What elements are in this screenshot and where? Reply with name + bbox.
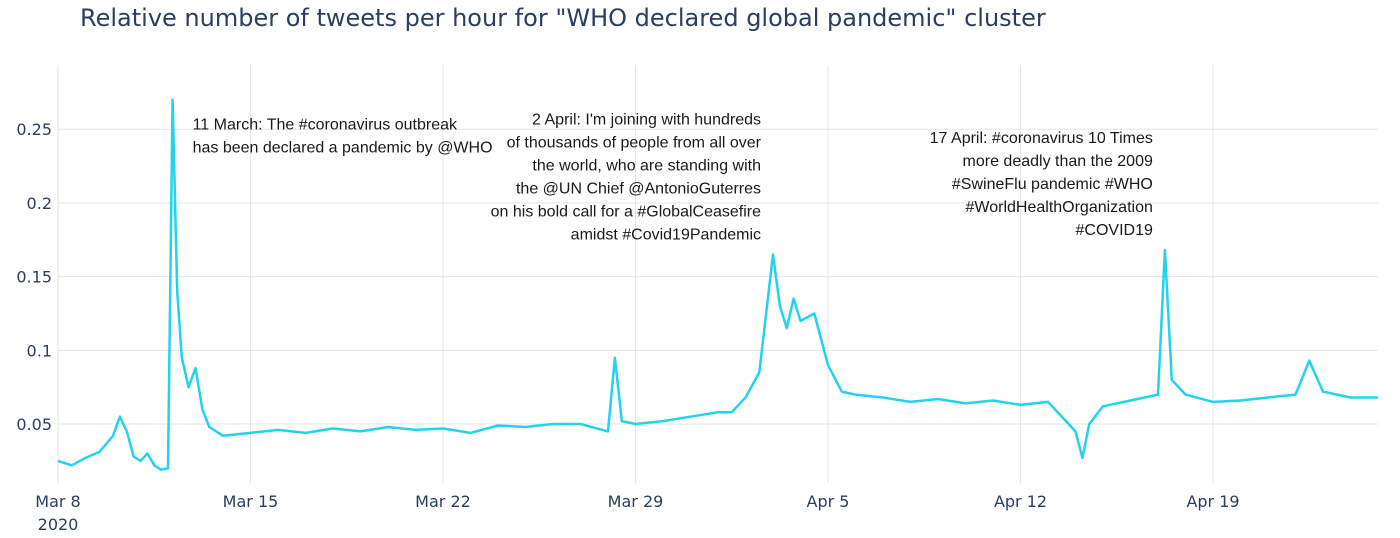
annotation-text: 2 April: I'm joining with hundreds of tho… bbox=[491, 112, 762, 244]
grid-lines bbox=[57, 65, 1378, 483]
y-tick-label: 0.2 bbox=[27, 194, 52, 213]
y-tick-label: 0.1 bbox=[27, 341, 52, 360]
y-tick-label: 0.15 bbox=[16, 268, 52, 287]
annotation-line: has been declared a pandemic by @WHO bbox=[193, 140, 493, 157]
annotation-line: 11 March: The #coronavirus outbreak bbox=[193, 117, 458, 134]
x-tick-label: Apr 12 bbox=[994, 492, 1047, 511]
x-tick-label: Mar 15 bbox=[223, 492, 279, 511]
y-axis-ticks: 0.05 0.1 0.15 0.2 0.25 bbox=[16, 120, 52, 434]
annotation-line: the @UN Chief @AntonioGuterres bbox=[516, 181, 761, 198]
annotation-line: of thousands of people from all over bbox=[507, 135, 762, 152]
annotations-layer: 11 March: The #coronavirus outbreak has b… bbox=[193, 112, 1153, 244]
chart-title: Relative number of tweets per hour for "… bbox=[80, 4, 1046, 32]
annotation-line: #COVID19 bbox=[1076, 222, 1153, 239]
series-layer bbox=[57, 98, 1378, 471]
annotation-line: #SwineFlu pandemic #WHO bbox=[952, 176, 1153, 193]
annotation-text: 17 April: #coronavirus 10 Times more dead… bbox=[930, 130, 1153, 239]
annotation-line: 2 April: I'm joining with hundreds bbox=[532, 112, 761, 129]
annotation-line: #WorldHealthOrganization bbox=[966, 199, 1153, 216]
annotation-line: 17 April: #coronavirus 10 Times bbox=[930, 130, 1153, 147]
y-tick-label: 0.25 bbox=[16, 120, 52, 139]
x-tick-label: Apr 5 bbox=[807, 492, 850, 511]
x-tick-label: Mar 29 bbox=[608, 492, 664, 511]
annotation-line: amidst #Covid19Pandemic bbox=[571, 227, 761, 244]
x-tick-label: Mar 8 bbox=[35, 492, 80, 511]
annotation-line: the world, who are standing with bbox=[532, 158, 761, 175]
series-line bbox=[57, 98, 1378, 471]
x-tick-label: Apr 19 bbox=[1186, 492, 1239, 511]
x-tick-year-label: 2020 bbox=[38, 515, 79, 534]
y-tick-label: 0.05 bbox=[16, 415, 52, 434]
annotation-line: more deadly than the 2009 bbox=[963, 153, 1153, 170]
annotation-line: on his bold call for a #GlobalCeasefire bbox=[491, 204, 761, 221]
x-axis-ticks: Mar 8 2020 Mar 15 Mar 22 Mar 29 Apr 5 Apr 12 Ap… bbox=[35, 492, 1239, 534]
annotation-text: 11 March: The #coronavirus outbreak has b… bbox=[193, 117, 493, 157]
x-tick-label: Mar 22 bbox=[415, 492, 471, 511]
